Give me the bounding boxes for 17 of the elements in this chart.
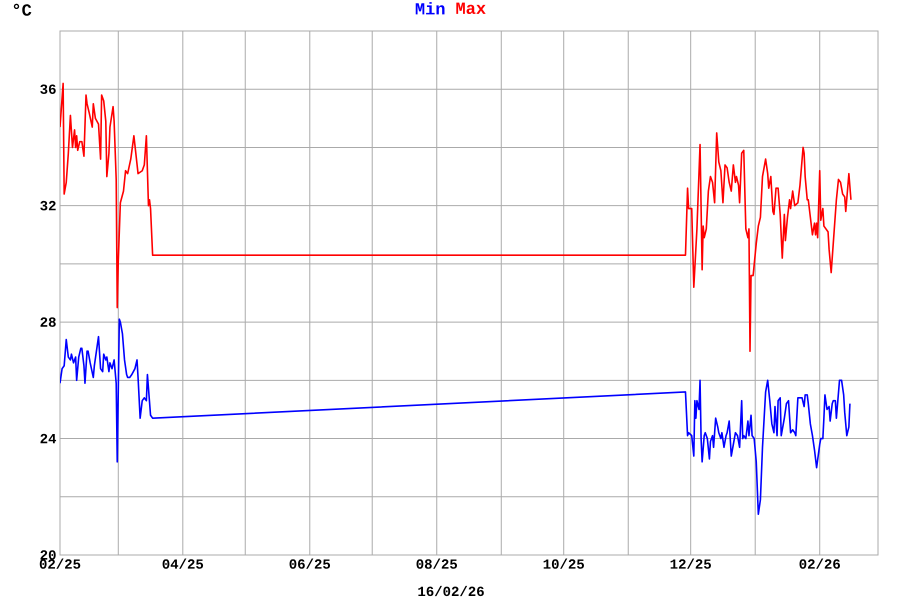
x-tick-label: 10/25 — [544, 558, 584, 569]
y-axis-title: °C — [14, 4, 32, 16]
y-tick-label: 20 — [40, 550, 56, 560]
x-tick-label: 04/25 — [162, 558, 204, 569]
y-tick-label: 24 — [40, 434, 56, 444]
x-tick-label: 08/25 — [416, 558, 458, 569]
y-tick-label: 36 — [40, 84, 56, 94]
line-series — [60, 82, 852, 352]
x-tick-label: 02/25 — [40, 558, 80, 569]
x-tick-label: 06/25 — [290, 558, 330, 569]
text: Max — [456, 2, 486, 14]
text: Min — [416, 2, 444, 14]
x-tick-label: 12/25 — [670, 558, 711, 569]
y-tick-label: 32 — [40, 200, 56, 210]
x-axis-title: 16/02/26 — [418, 586, 484, 596]
y-tick-label: 28 — [40, 317, 56, 327]
x-tick-label: 02/26 — [800, 558, 840, 569]
